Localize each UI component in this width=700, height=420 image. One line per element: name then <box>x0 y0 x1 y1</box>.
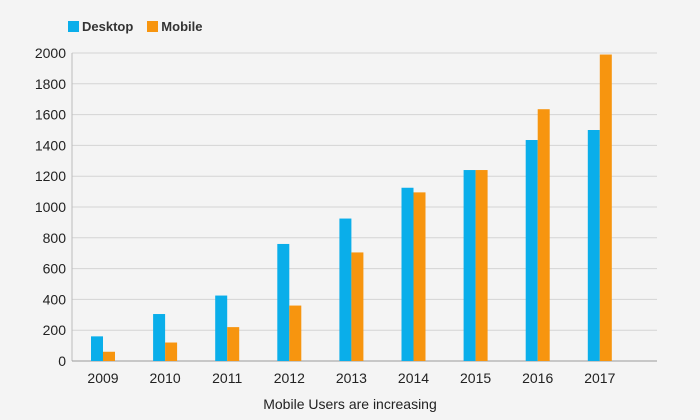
x-tick-label-2010: 2010 <box>150 370 181 386</box>
bar-mobile-2016 <box>537 109 550 362</box>
bar-desktop-2013 <box>339 218 352 361</box>
bar-mobile-2012 <box>289 305 302 361</box>
legend-swatch-desktop <box>68 21 79 32</box>
x-tick-label-2013: 2013 <box>336 370 367 386</box>
bar-mobile-2015 <box>475 170 488 361</box>
y-tick-label-2000: 2000 <box>35 45 66 61</box>
bar-desktop-2009 <box>91 336 103 361</box>
bar-desktop-2017 <box>587 130 600 361</box>
y-tick-label-400: 400 <box>43 291 67 307</box>
bar-mobile-2009 <box>103 351 115 361</box>
y-tick-label-1400: 1400 <box>35 137 66 153</box>
bar-mobile-2013 <box>351 252 364 361</box>
bar-desktop-2016 <box>525 140 538 361</box>
x-tick-label-2016: 2016 <box>522 370 553 386</box>
bar-desktop-2015 <box>463 170 476 361</box>
bar-desktop-2012 <box>277 243 290 361</box>
y-tick-label-200: 200 <box>43 322 67 338</box>
bar-mobile-2011 <box>227 327 240 361</box>
legend-item-mobile: Mobile <box>147 19 202 34</box>
y-tick-label-600: 600 <box>43 261 67 277</box>
legend-swatch-mobile <box>147 21 159 32</box>
legend-item-desktop: Desktop <box>68 19 133 34</box>
x-tick-label-2015: 2015 <box>460 370 491 386</box>
bar-desktop-2011 <box>215 295 228 361</box>
x-tick-label-2017: 2017 <box>584 370 615 386</box>
legend-label-desktop: Desktop <box>82 19 134 34</box>
bar-mobile-2017 <box>599 54 612 361</box>
bar-desktop-2010 <box>153 314 166 361</box>
x-tick-label-2012: 2012 <box>274 370 305 386</box>
y-tick-label-1600: 1600 <box>35 107 66 123</box>
bar-mobile-2014 <box>413 192 426 361</box>
legend-label-mobile: Mobile <box>161 19 203 34</box>
legend: Desktop Mobile <box>68 19 202 34</box>
x-tick-label-2011: 2011 <box>212 370 242 386</box>
y-tick-label-1800: 1800 <box>35 76 66 92</box>
x-axis-label: Mobile Users are increasing <box>263 396 437 412</box>
y-tick-label-1200: 1200 <box>35 168 66 184</box>
x-tick-label-2014: 2014 <box>398 370 429 386</box>
y-tick-label-800: 800 <box>43 230 67 246</box>
x-tick-label-2009: 2009 <box>87 370 118 386</box>
y-tick-label-0: 0 <box>58 353 66 369</box>
y-tick-label-1000: 1000 <box>35 199 66 215</box>
bar-desktop-2014 <box>401 187 414 361</box>
bar-mobile-2010 <box>165 342 178 361</box>
